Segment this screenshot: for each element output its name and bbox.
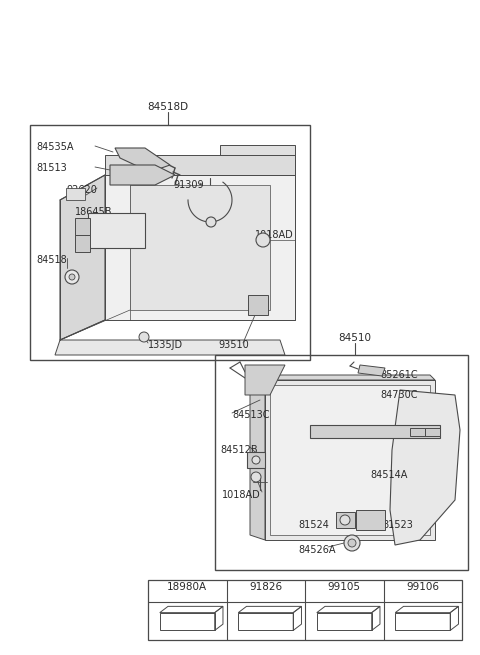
Text: 81524: 81524 xyxy=(298,520,329,530)
Text: 93510: 93510 xyxy=(218,340,249,350)
Text: 92620: 92620 xyxy=(66,185,97,195)
Text: 84518D: 84518D xyxy=(147,102,189,112)
Circle shape xyxy=(256,233,270,247)
Text: 1018AD: 1018AD xyxy=(222,490,261,500)
Bar xyxy=(88,213,145,248)
Circle shape xyxy=(65,270,79,284)
Polygon shape xyxy=(250,375,265,540)
Bar xyxy=(356,510,385,530)
Polygon shape xyxy=(115,148,170,172)
Polygon shape xyxy=(265,380,435,540)
Polygon shape xyxy=(220,145,295,320)
Circle shape xyxy=(344,535,360,551)
Bar xyxy=(310,425,440,438)
Text: 81523: 81523 xyxy=(382,520,413,530)
Text: 84526A: 84526A xyxy=(298,545,336,555)
Text: 91309: 91309 xyxy=(173,180,204,190)
Text: 81513: 81513 xyxy=(36,163,67,173)
Circle shape xyxy=(206,217,216,227)
Bar xyxy=(336,512,355,528)
Bar xyxy=(30,125,310,360)
Text: 84510: 84510 xyxy=(338,333,372,343)
Polygon shape xyxy=(390,390,460,545)
Bar xyxy=(75,235,90,252)
Polygon shape xyxy=(130,185,270,310)
Text: 84535A: 84535A xyxy=(36,142,73,152)
Bar xyxy=(148,580,462,640)
Polygon shape xyxy=(105,175,295,320)
Circle shape xyxy=(252,456,260,464)
Text: 91826: 91826 xyxy=(249,582,282,592)
Polygon shape xyxy=(358,365,385,376)
Circle shape xyxy=(69,274,75,280)
Text: 84518: 84518 xyxy=(36,255,67,265)
Text: 99106: 99106 xyxy=(406,582,439,592)
Polygon shape xyxy=(110,165,175,185)
Bar xyxy=(425,428,440,436)
Text: 85261C: 85261C xyxy=(380,370,418,380)
Circle shape xyxy=(139,332,149,342)
Bar xyxy=(215,355,468,570)
Polygon shape xyxy=(55,340,285,355)
Text: 18645B: 18645B xyxy=(75,207,112,217)
Polygon shape xyxy=(105,155,295,175)
Text: 84730C: 84730C xyxy=(380,390,418,400)
Text: 1335JD: 1335JD xyxy=(148,340,183,350)
Text: 18980A: 18980A xyxy=(167,582,207,592)
Circle shape xyxy=(348,539,356,547)
Bar xyxy=(410,428,425,436)
Text: 99105: 99105 xyxy=(328,582,361,592)
Polygon shape xyxy=(245,365,285,395)
Bar xyxy=(247,452,265,468)
Polygon shape xyxy=(250,375,435,380)
Bar xyxy=(75,218,90,235)
Polygon shape xyxy=(270,385,430,535)
Text: 84514A: 84514A xyxy=(370,470,408,480)
Polygon shape xyxy=(60,175,105,340)
Circle shape xyxy=(251,472,261,482)
Circle shape xyxy=(340,515,350,525)
Bar xyxy=(248,295,268,315)
Text: 84513C: 84513C xyxy=(232,410,269,420)
Text: 1018AD: 1018AD xyxy=(255,230,294,240)
Text: 84512B: 84512B xyxy=(220,445,258,455)
Bar xyxy=(66,188,85,200)
